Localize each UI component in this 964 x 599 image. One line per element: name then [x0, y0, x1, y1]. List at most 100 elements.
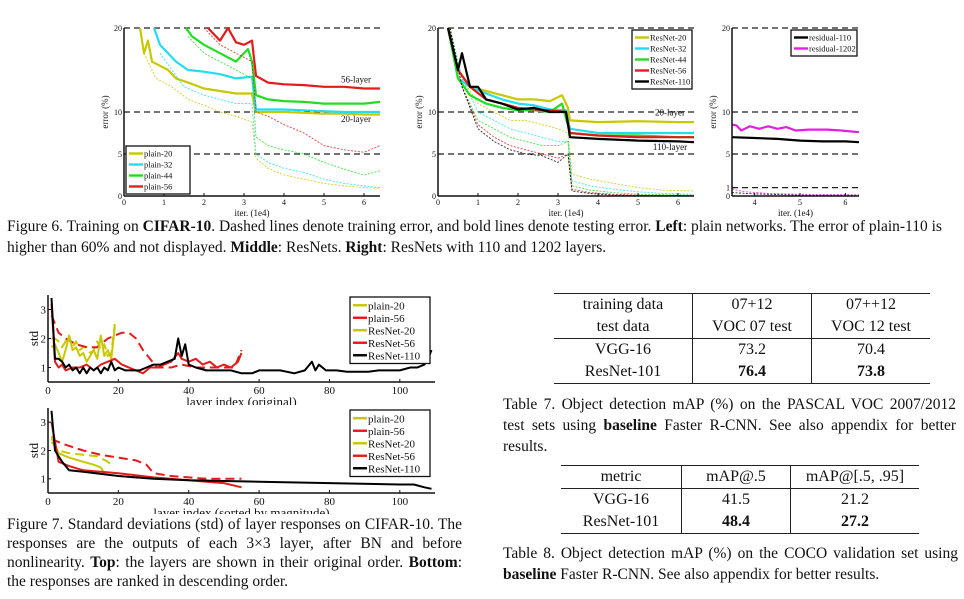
chart-std-sorted: 0 20 40 60 80 100 1 2 3 layer index (sorted by ma…	[26, 408, 435, 514]
legend-label: plain-56	[368, 313, 405, 325]
y-tick-label: 2	[41, 445, 47, 457]
series-test-residual-1202	[731, 123, 860, 134]
y-tick-label: 10	[722, 108, 730, 117]
annotation-label: 20-layer	[341, 114, 371, 124]
x-tick-label: 6	[843, 198, 847, 207]
series-test-ResNet-44	[446, 27, 694, 139]
x-tick-label: 100	[392, 385, 409, 397]
series-train-residual-110	[731, 192, 860, 197]
legend-label: plain-56	[368, 426, 405, 438]
x-tick-label: 20	[113, 496, 125, 508]
series-train-ResNet-44	[449, 27, 695, 196]
series-ResNet-20	[50, 435, 106, 474]
x-tick-label: 4	[282, 198, 286, 207]
x-tick-label: 1	[162, 198, 166, 207]
x-tick-label: 5	[636, 198, 640, 207]
table-row: VGG-16 73.2 70.4	[554, 338, 930, 361]
y-tick-label: 20	[722, 24, 730, 33]
legend-label: ResNet-56	[650, 66, 686, 76]
series-ResNet-110	[50, 297, 433, 375]
legend-label: ResNet-20	[650, 33, 686, 43]
x-tick-label: 3	[556, 198, 560, 207]
y-tick-label: 2	[41, 333, 47, 345]
x-tick-label: 5	[322, 198, 326, 207]
x-axis-label: iter. (1e4)	[549, 208, 584, 218]
table-row: training data 07+12 07++12	[554, 293, 930, 316]
table8: metric mAP@.5 mAP@[.5, .95] VGG-16 41.5 …	[561, 465, 919, 534]
legend-label: residual-1202	[809, 44, 856, 54]
series-train-ResNet-20	[449, 27, 695, 192]
y-tick-label: 1	[726, 183, 730, 192]
legend: plain-20plain-56ResNet-20ResNet-56ResNet…	[349, 409, 431, 478]
legend-label: plain-20	[368, 413, 405, 425]
series-test-plain-32	[152, 27, 380, 114]
x-axis-label: iter. (1e4)	[235, 208, 270, 218]
legend-box	[349, 296, 431, 365]
series-train-ResNet-110	[449, 27, 695, 197]
legend: plain-20plain-56ResNet-20ResNet-56ResNet…	[349, 296, 431, 365]
table-row: ResNet-101 48.4 27.2	[561, 511, 919, 534]
table-row: metric mAP@.5 mAP@[.5, .95]	[561, 465, 919, 489]
legend-label: ResNet-110	[650, 77, 690, 87]
y-tick-label: 0	[726, 192, 730, 201]
y-tick-label: 5	[726, 150, 730, 159]
x-tick-label: 80	[324, 385, 336, 397]
x-tick-label: 40	[183, 385, 195, 397]
legend-label: ResNet-110	[368, 463, 421, 475]
y-tick-label: 20	[114, 24, 122, 33]
legend-label: ResNet-56	[368, 338, 416, 350]
y-tick-label: 5	[432, 150, 436, 159]
chart-std-original: 0 20 40 60 80 100 1 2 3 layer index (original) std…	[26, 295, 435, 405]
x-tick-label: 4	[596, 198, 600, 207]
series-group	[138, 26, 381, 189]
y-tick-label: 10	[114, 108, 122, 117]
legend: ResNet-20ResNet-32ResNet-44ResNet-56ResN…	[631, 29, 693, 90]
series-group	[50, 297, 433, 375]
table-row: ResNet-101 76.4 73.8	[554, 361, 930, 384]
legend-label: plain-20	[368, 300, 405, 312]
chart-plain-networks: 0 1 2 3 4 5 6 0 5 10 20 iter. (1e4) error (%) 56-laye…	[100, 24, 381, 218]
x-axis-label: layer index (original)	[186, 394, 296, 405]
x-tick-label: 5	[798, 198, 802, 207]
legend-label: plain-20	[144, 149, 172, 159]
series-test-plain-20	[138, 27, 380, 116]
legend-label: ResNet-44	[650, 55, 687, 65]
table-row: VGG-16 41.5 21.2	[561, 488, 919, 511]
legend-label: plain-44	[144, 171, 173, 181]
x-tick-label: 80	[324, 496, 336, 508]
annotation-label: 20-layer	[655, 107, 685, 117]
series-ResNet-56	[50, 303, 243, 375]
series-test-residual-110	[731, 136, 860, 144]
x-tick-label: 6	[676, 198, 680, 207]
y-tick-label: 0	[432, 192, 436, 201]
y-tick-label: 0	[118, 192, 122, 201]
series-train-ResNet-56	[449, 27, 695, 197]
x-tick-label: 0	[122, 198, 126, 207]
x-tick-label: 40	[183, 496, 195, 508]
y-axis-label: std	[26, 442, 41, 458]
legend-label: plain-56	[144, 182, 172, 192]
x-tick-label: 20	[113, 385, 125, 397]
legend-label: ResNet-110	[368, 350, 421, 362]
series-train-plain-56	[203, 27, 381, 153]
series-train-plain-32	[159, 52, 381, 189]
x-tick-label: 0	[45, 385, 51, 397]
legend-label: residual-110	[809, 33, 851, 43]
legend-label: ResNet-20	[368, 438, 416, 450]
x-tick-label: 2	[202, 198, 206, 207]
legend-label: ResNet-32	[650, 44, 686, 54]
y-axis-label: std	[26, 330, 41, 346]
y-axis-label: error (%)	[708, 95, 718, 128]
x-tick-label: 6	[362, 198, 366, 207]
series-train-plain-44	[187, 36, 381, 176]
series-train-residual-1202	[731, 188, 860, 196]
y-axis-label: error (%)	[414, 95, 424, 128]
series-plain-56	[50, 314, 243, 369]
table7-caption: Table 7. Object detection mAP (%) on the…	[503, 396, 956, 455]
legend-box	[790, 29, 858, 57]
x-tick-label: 2	[516, 198, 520, 207]
series-train-ResNet-32	[449, 27, 695, 195]
y-tick-label: 3	[41, 417, 47, 429]
